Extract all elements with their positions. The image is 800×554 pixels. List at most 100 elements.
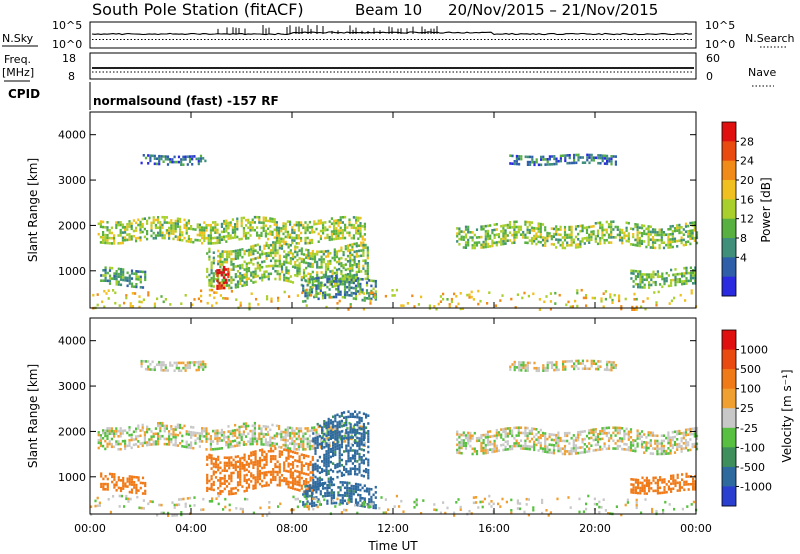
range-gate-cell bbox=[332, 483, 336, 487]
range-gate-cell bbox=[280, 268, 284, 271]
range-gate-cell bbox=[674, 268, 677, 271]
range-gate-cell bbox=[269, 243, 273, 247]
range-gate-cell bbox=[165, 427, 168, 430]
range-gate-cell bbox=[347, 459, 350, 463]
range-gate-cell bbox=[511, 434, 514, 438]
range-gate-cell bbox=[649, 439, 652, 442]
range-gate-cell bbox=[283, 263, 286, 266]
range-gate-cell bbox=[260, 226, 263, 230]
range-gate-cell bbox=[261, 484, 264, 488]
range-gate-cell bbox=[533, 234, 536, 238]
range-gate-cell bbox=[122, 278, 125, 282]
range-gate-cell bbox=[184, 369, 187, 372]
range-gate-cell bbox=[563, 225, 567, 229]
range-gate-cell bbox=[584, 364, 587, 368]
range-gate-cell bbox=[326, 429, 329, 432]
range-gate-cell bbox=[291, 437, 294, 440]
range-gate-cell bbox=[330, 222, 333, 226]
range-gate-cell bbox=[352, 487, 355, 491]
range-gate-cell bbox=[108, 277, 112, 280]
range-gate-cell bbox=[350, 278, 353, 282]
range-gate-cell bbox=[367, 430, 370, 433]
range-gate-cell bbox=[102, 485, 105, 488]
range-gate-cell bbox=[236, 283, 240, 286]
range-gate-cell bbox=[313, 284, 317, 287]
range-gate-cell bbox=[181, 233, 184, 237]
range-gate-cell bbox=[324, 250, 328, 253]
range-gate-cell bbox=[198, 445, 201, 448]
range-gate-cell bbox=[315, 485, 318, 489]
range-gate-cell bbox=[161, 234, 164, 237]
range-gate-cell bbox=[645, 436, 648, 439]
range-gate-cell bbox=[159, 434, 162, 438]
range-gate-cell bbox=[599, 224, 602, 227]
range-gate-cell bbox=[128, 220, 131, 223]
range-gate-cell bbox=[599, 432, 602, 436]
range-gate-cell bbox=[200, 294, 203, 298]
range-gate-cell bbox=[264, 427, 267, 431]
range-gate-cell bbox=[216, 239, 219, 242]
range-gate-cell bbox=[243, 476, 246, 480]
range-gate-cell bbox=[315, 433, 318, 437]
range-gate-cell bbox=[372, 279, 375, 283]
range-gate-cell bbox=[544, 226, 547, 229]
range-gate-cell bbox=[300, 471, 303, 475]
range-gate-cell bbox=[333, 251, 336, 254]
range-gate-cell bbox=[568, 244, 571, 247]
range-gate-cell bbox=[105, 292, 108, 295]
range-gate-cell bbox=[643, 433, 646, 436]
range-gate-cell bbox=[227, 430, 230, 433]
range-gate-cell bbox=[283, 469, 286, 472]
range-gate-cell bbox=[680, 447, 683, 451]
range-gate-cell bbox=[327, 265, 330, 268]
range-gate-cell bbox=[333, 224, 336, 228]
range-gate-cell bbox=[357, 265, 361, 268]
range-gate-cell bbox=[228, 474, 231, 478]
range-gate-cell bbox=[230, 250, 233, 253]
range-gate-cell bbox=[185, 226, 188, 230]
range-gate-cell bbox=[236, 436, 239, 440]
range-gate-cell bbox=[325, 421, 328, 425]
range-gate-cell bbox=[539, 436, 542, 440]
range-gate-cell bbox=[184, 366, 187, 370]
range-gate-cell bbox=[322, 226, 325, 230]
range-gate-cell bbox=[302, 501, 305, 504]
range-gate-cell bbox=[241, 274, 244, 277]
range-gate-cell bbox=[330, 217, 333, 220]
range-gate-cell bbox=[302, 287, 305, 290]
range-gate-cell bbox=[456, 443, 459, 447]
range-gate-cell bbox=[170, 226, 173, 230]
range-gate-cell bbox=[353, 250, 356, 254]
range-gate-cell bbox=[154, 432, 157, 436]
range-gate-cell bbox=[670, 284, 673, 287]
range-gate-cell bbox=[128, 279, 131, 283]
range-gate-cell bbox=[695, 447, 699, 451]
range-gate-cell bbox=[146, 232, 149, 236]
range-gate-cell bbox=[153, 365, 156, 369]
range-gate-cell bbox=[172, 433, 175, 436]
range-gate-cell bbox=[653, 291, 656, 294]
range-gate-cell bbox=[349, 412, 352, 416]
range-gate-cell bbox=[521, 296, 524, 300]
range-gate-cell bbox=[230, 492, 233, 496]
range-gate-cell bbox=[506, 448, 509, 451]
range-gate-cell bbox=[307, 462, 310, 466]
range-gate-cell bbox=[458, 227, 461, 230]
range-gate-cell bbox=[119, 432, 122, 435]
range-gate-cell bbox=[642, 300, 645, 303]
range-gate-cell bbox=[693, 432, 696, 435]
range-gate-cell bbox=[252, 484, 255, 488]
range-gate-cell bbox=[359, 488, 362, 492]
range-gate-cell bbox=[117, 440, 120, 443]
range-gate-cell bbox=[304, 236, 307, 240]
range-gate-cell bbox=[319, 237, 322, 241]
range-gate-cell bbox=[329, 432, 332, 435]
range-gate-cell bbox=[280, 479, 284, 482]
range-gate-cell bbox=[558, 293, 561, 297]
range-gate-cell bbox=[106, 234, 109, 237]
range-gate-cell bbox=[469, 231, 472, 234]
range-gate-cell bbox=[188, 361, 192, 364]
range-gate-cell bbox=[601, 228, 604, 232]
range-gate-cell bbox=[296, 269, 299, 272]
range-gate-cell bbox=[258, 266, 262, 269]
